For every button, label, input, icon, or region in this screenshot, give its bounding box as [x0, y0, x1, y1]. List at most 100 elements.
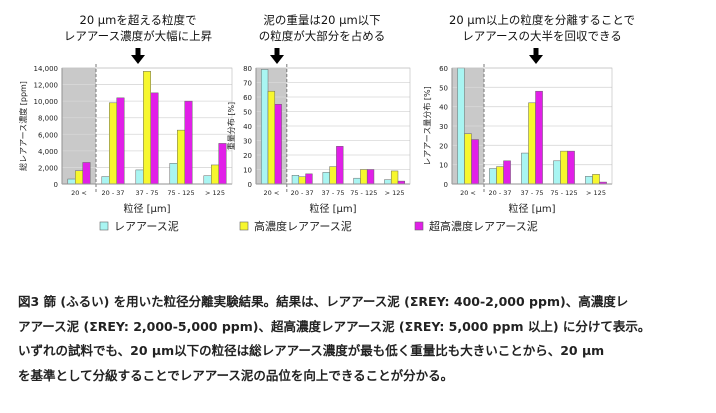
bar	[560, 150, 568, 185]
chart-canvas: 0 2,000 4,000 6,000 8,000 10,000 12,000 14,000 2…	[18, 48, 613, 233]
bar	[457, 67, 465, 185]
y-tick-label: 0	[444, 181, 448, 189]
bar	[298, 176, 306, 185]
y-tick-label: 4,000	[38, 148, 58, 156]
legend: レアアース泥 高濃度レアアース泥 超高濃度レアアース泥	[99, 219, 538, 233]
x-tick-label: 75 - 125	[167, 189, 194, 197]
figure: 20 µmを超える粒度で レアアース濃度が大幅に上昇 泥の重量は20 µm以下 …	[18, 12, 635, 233]
y-axis-label: レアアース量分布 [%]	[422, 86, 432, 166]
annotation-3-line-1: 20 µm以上の粒度を分離することで	[449, 13, 635, 27]
bar	[322, 172, 330, 185]
legend-label: 超高濃度レアアース泥	[429, 219, 538, 233]
bar	[503, 160, 511, 185]
bar	[67, 178, 76, 185]
bar	[384, 179, 392, 185]
bar	[101, 176, 110, 185]
x-tick-label: 37 - 75	[135, 189, 158, 197]
bar	[329, 166, 337, 185]
bar	[528, 102, 536, 185]
x-tick-label: 37 - 75	[520, 189, 543, 197]
x-axis-label: 粒径 [µm]	[508, 202, 555, 215]
annotation-chart-2: 泥の重量は20 µm以下 の粒度が大部分を占める	[232, 12, 412, 44]
bar	[390, 170, 399, 185]
arrow-shaft	[274, 48, 280, 56]
plot-frame	[255, 67, 411, 185]
annotation-2-line-1: 泥の重量は20 µm以下	[263, 13, 381, 27]
bar	[75, 170, 83, 185]
x-tick-label: 20 - 37	[101, 189, 124, 197]
y-tick-label: 60	[243, 94, 252, 102]
annotation-2-line-2: の粒度が大部分を占める	[258, 29, 386, 43]
bar	[267, 90, 276, 185]
annotation-1-line-2: レアアース濃度が大幅に上昇	[63, 29, 213, 43]
y-tick-label: 2,000	[38, 164, 58, 172]
legend-swatch	[414, 221, 424, 231]
figure-caption: 図3 篩 (ふるい) を用いた粒径分離実験結果。結果は、レアアース泥 (ΣREY…	[18, 290, 704, 388]
plot-frame	[451, 67, 613, 185]
x-axis-label: 粒径 [µm]	[309, 202, 356, 215]
y-tick-label: 20	[243, 152, 252, 160]
bar	[203, 175, 212, 185]
bar	[260, 69, 269, 185]
x-tick-label: 20 <	[460, 189, 476, 197]
bar	[496, 166, 504, 185]
x-tick-label: 75 - 125	[550, 189, 577, 197]
bar	[184, 100, 193, 185]
x-tick-label: 20 <	[71, 189, 87, 197]
y-tick-label: 12,000	[34, 82, 59, 90]
bar	[135, 169, 144, 185]
y-tick-label: 30	[243, 138, 252, 146]
y-tick-label: 30	[439, 123, 448, 131]
bar	[291, 175, 300, 185]
y-tick-label: 10	[439, 162, 448, 170]
y-tick-label: 10	[243, 167, 252, 175]
x-tick-label: > 125	[205, 189, 225, 197]
bar	[211, 164, 219, 185]
y-tick-label: 80	[243, 65, 252, 73]
annotation-3-line-2: レアアースの大半を回収できる	[462, 29, 622, 43]
y-tick-label: 60	[439, 65, 448, 73]
annotation-chart-1: 20 µmを超える粒度で レアアース濃度が大幅に上昇	[53, 12, 223, 44]
bar	[116, 97, 125, 185]
bar	[150, 92, 159, 185]
y-tick-label: 40	[439, 104, 448, 112]
y-axis-label: 重量分布 [%]	[226, 102, 236, 150]
x-tick-label: 75 - 125	[350, 189, 377, 197]
bar	[553, 160, 561, 185]
bar	[336, 146, 344, 185]
bar	[82, 162, 91, 185]
plot-frame	[61, 67, 233, 185]
y-tick-label: 10,000	[34, 98, 59, 106]
chart-3: 0 10 20 30 40 50 60 20 < 20 - 37 37 - 75 75 - 125 >…	[422, 48, 613, 215]
y-tick-label: 40	[243, 123, 252, 131]
caption-line-2: アアース泥 (ΣREY: 2,000-5,000 ppm)、超高濃度レアアース泥…	[18, 318, 651, 334]
x-tick-label: 20 - 37	[291, 189, 314, 197]
x-axis-label: 粒径 [µm]	[123, 202, 170, 215]
bar	[471, 139, 479, 185]
bar	[464, 133, 472, 185]
bar	[169, 163, 178, 185]
bar	[592, 174, 600, 185]
bar	[218, 143, 227, 185]
bar	[143, 71, 151, 185]
x-tick-label: 20 - 37	[488, 189, 511, 197]
arrow-shaft	[135, 48, 141, 56]
arrow-shaft	[533, 48, 539, 56]
legend-swatch	[239, 221, 249, 231]
legend-swatch	[99, 221, 109, 231]
y-tick-label: 50	[439, 84, 448, 92]
x-tick-label: > 125	[586, 189, 606, 197]
arrow-head	[529, 55, 543, 64]
caption-line-1: 図3 篩 (ふるい) を用いた粒径分離実験結果。結果は、レアアース泥 (ΣREY…	[18, 294, 629, 309]
bar	[585, 176, 593, 185]
bar	[567, 150, 575, 185]
y-tick-label: 0	[248, 181, 252, 189]
y-tick-label: 50	[243, 109, 252, 117]
y-tick-label: 6,000	[38, 131, 58, 139]
y-tick-label: 70	[243, 80, 252, 88]
chart-1: 0 2,000 4,000 6,000 8,000 10,000 12,000 14,000 2…	[18, 48, 233, 215]
bar	[177, 129, 185, 185]
bar	[353, 177, 361, 185]
x-tick-label: 37 - 75	[321, 189, 344, 197]
y-tick-label: 8,000	[38, 115, 58, 123]
